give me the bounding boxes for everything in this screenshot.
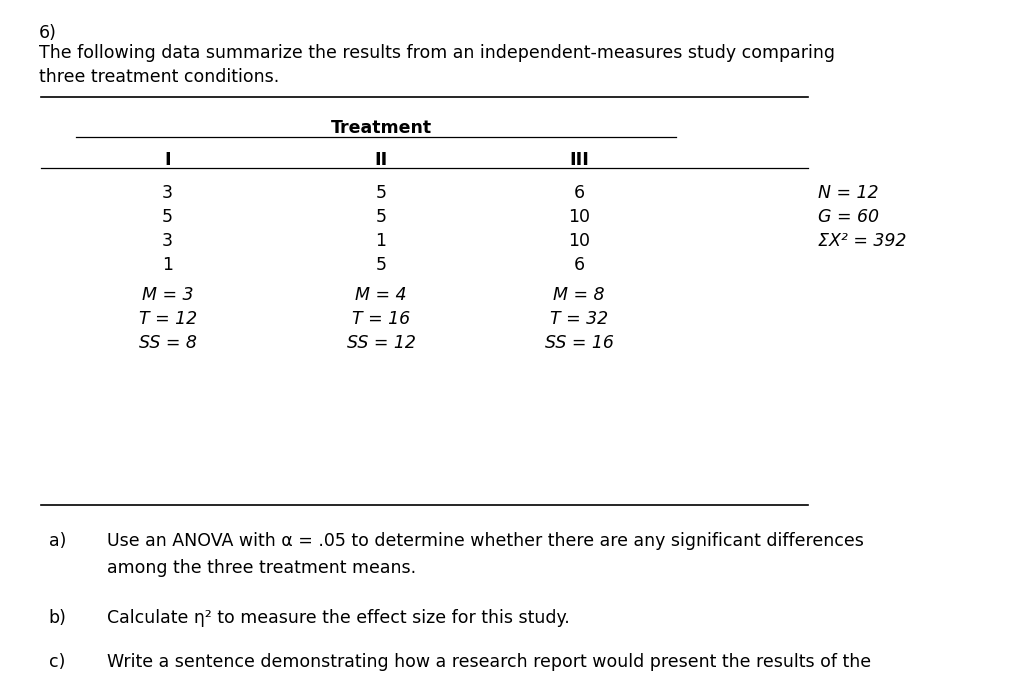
Text: T = 32: T = 32 [550,310,609,328]
Text: 1: 1 [163,256,173,274]
Text: SS = 8: SS = 8 [139,334,196,352]
Text: T = 16: T = 16 [352,310,410,328]
Text: M = 3: M = 3 [142,286,193,304]
Text: The following data summarize the results from an independent-measures study comp: The following data summarize the results… [39,44,834,62]
Text: 10: 10 [568,232,590,250]
Text: Use an ANOVA with α = .05 to determine whether there are any significant differe: Use an ANOVA with α = .05 to determine w… [107,532,864,576]
Text: 6): 6) [39,24,57,42]
Text: Treatment: Treatment [330,119,432,137]
Text: SS = 12: SS = 12 [346,334,416,352]
Text: I: I [165,151,171,169]
Text: ΣX² = 392: ΣX² = 392 [818,232,906,250]
Text: 6: 6 [574,256,584,274]
Text: c): c) [49,653,65,671]
Text: SS = 16: SS = 16 [545,334,614,352]
Text: b): b) [49,609,67,626]
Text: M = 4: M = 4 [356,286,406,304]
Text: 3: 3 [163,232,173,250]
Text: 3: 3 [163,184,173,203]
Text: 5: 5 [163,208,173,226]
Text: Write a sentence demonstrating how a research report would present the results o: Write a sentence demonstrating how a res… [107,653,871,678]
Text: three treatment conditions.: three treatment conditions. [39,68,278,86]
Text: G = 60: G = 60 [818,208,879,226]
Text: 6: 6 [574,184,584,203]
Text: M = 8: M = 8 [554,286,605,304]
Text: Calculate η² to measure the effect size for this study.: Calculate η² to measure the effect size … [107,609,569,626]
Text: 1: 1 [376,232,386,250]
Text: 5: 5 [376,256,386,274]
Text: 5: 5 [376,208,386,226]
Text: 10: 10 [568,208,590,226]
Text: II: II [374,151,388,169]
Text: III: III [569,151,589,169]
Text: a): a) [49,532,66,551]
Text: 5: 5 [376,184,386,203]
Text: T = 12: T = 12 [138,310,197,328]
Text: N = 12: N = 12 [818,184,879,203]
